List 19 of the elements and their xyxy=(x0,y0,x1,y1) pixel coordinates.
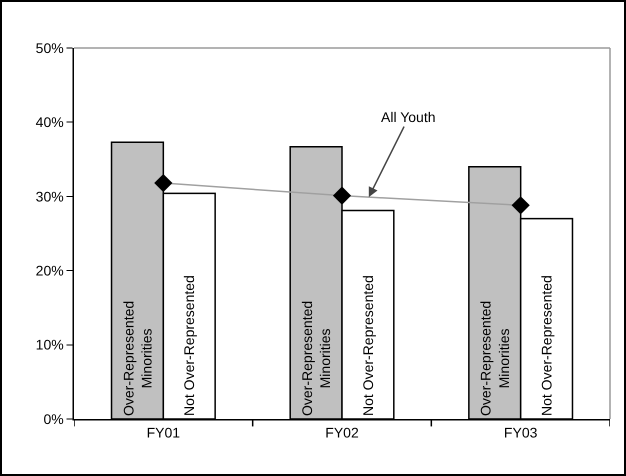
point xyxy=(154,174,172,192)
y-tick-label: 0% xyxy=(43,410,64,427)
text: All Youth xyxy=(381,109,436,125)
y-tick-label: 30% xyxy=(36,188,64,204)
y-tick-label: 10% xyxy=(36,336,64,353)
series-label: Over-Represented Minorities xyxy=(120,300,155,416)
text: Not Over-Represented xyxy=(360,275,376,416)
y-tick-label: 20% xyxy=(36,262,64,278)
text: Over-Represented Minorities xyxy=(298,300,334,416)
y-tick-label: 40% xyxy=(36,114,64,130)
x-tick-label: FY02 xyxy=(325,424,359,440)
series-label: Not Over-Represented xyxy=(181,275,198,416)
point xyxy=(512,196,530,214)
y-tick-label: 50% xyxy=(36,40,64,56)
x-tick-label: FY01 xyxy=(146,424,180,440)
text: Over-Represented Minorities xyxy=(478,300,512,416)
text: Not Over-Represented xyxy=(538,275,555,416)
x-tick-label: FY03 xyxy=(504,424,538,440)
point xyxy=(332,186,352,205)
